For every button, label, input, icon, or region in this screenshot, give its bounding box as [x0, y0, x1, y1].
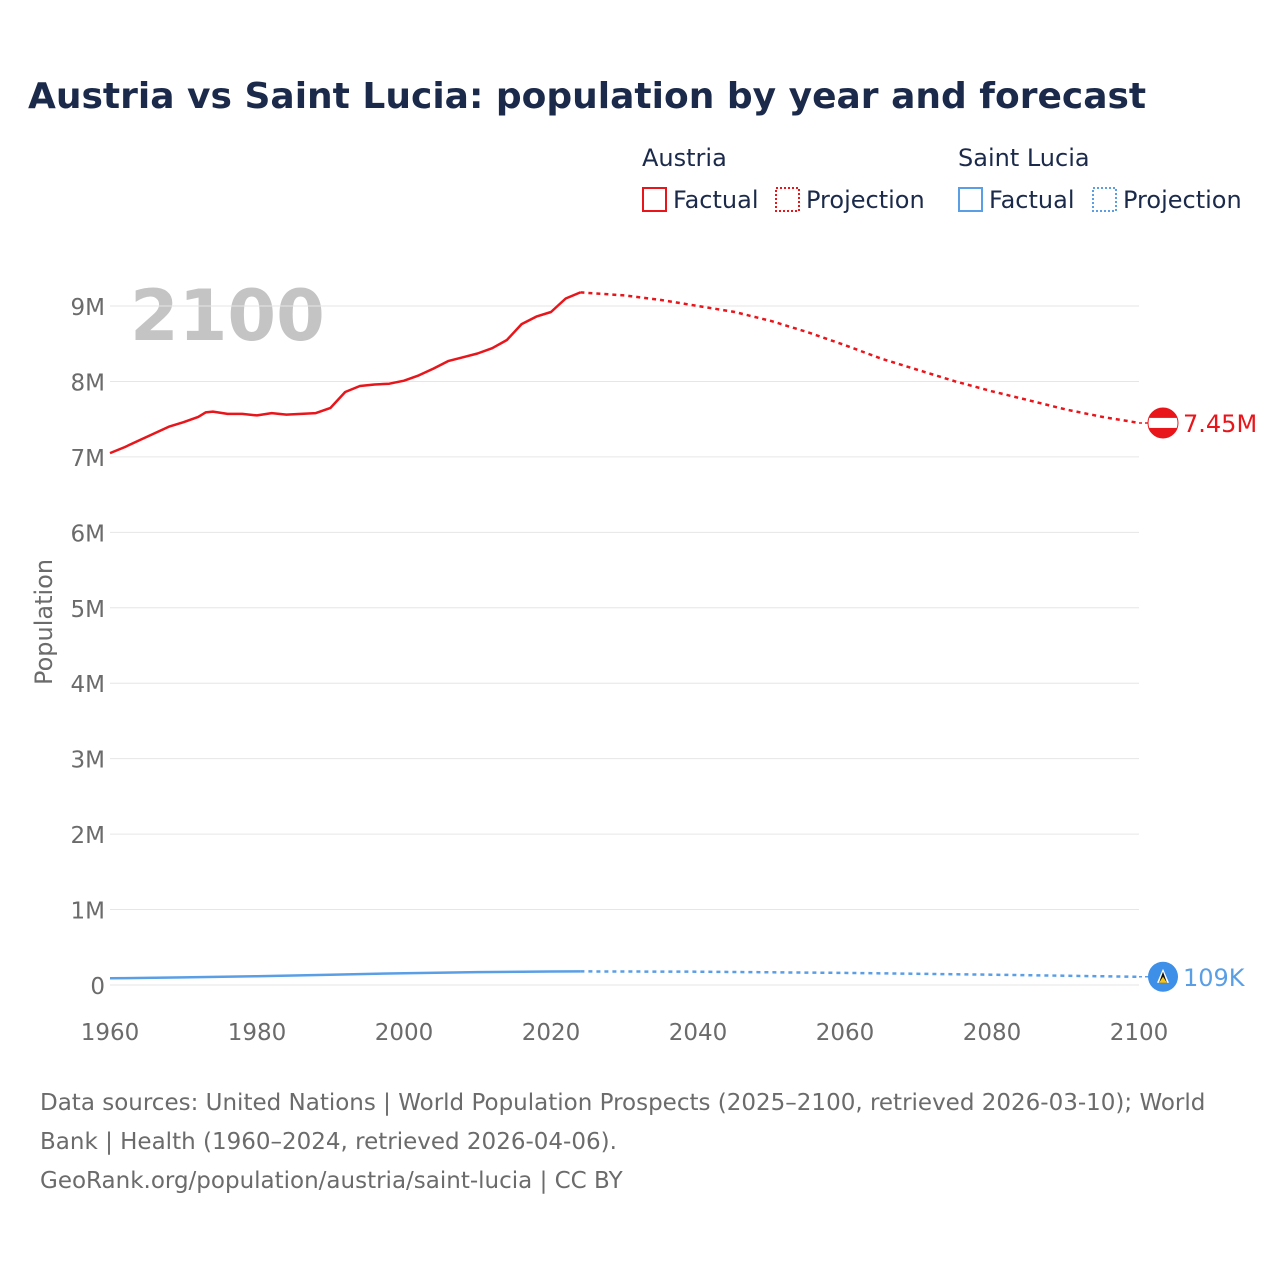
- x-tick-label: 2080: [963, 1020, 1022, 1046]
- end-label-austria: 7.45M: [1183, 410, 1257, 438]
- y-tick-label: 2M: [71, 823, 105, 849]
- series-line-saint-lucia-factual: [109, 970, 581, 980]
- end-label-saint-lucia: 109K: [1183, 964, 1246, 992]
- y-tick-label: 0: [90, 974, 105, 1000]
- series-line-austria-projection: [580, 291, 1140, 425]
- year-overlay: 2100: [130, 275, 325, 357]
- y-tick-label: 8M: [71, 370, 105, 396]
- y-tick-label: 6M: [71, 521, 105, 547]
- legend-swatch-saint-lucia-projection: [1092, 187, 1117, 212]
- y-axis-ticks: 0 1M 2M 3M 4M 5M 6M 7M 8M 9M: [71, 295, 105, 1000]
- austria-flag-icon: [1147, 407, 1179, 439]
- legend-group-title-saint-lucia: Saint Lucia: [958, 144, 1090, 172]
- footer: Data sources: United Nations | World Pop…: [40, 1084, 1240, 1201]
- grid-lines: [110, 305, 1139, 986]
- y-tick-label: 4M: [71, 672, 105, 698]
- x-tick-label: 2060: [816, 1020, 875, 1046]
- y-axis-label: Population: [30, 559, 58, 685]
- y-tick-label: 7M: [71, 446, 105, 472]
- legend-swatch-austria-projection: [775, 187, 800, 212]
- series-lines: [109, 291, 1140, 980]
- y-tick-label: 1M: [71, 899, 105, 925]
- saint-lucia-flag-icon: [1148, 961, 1178, 992]
- x-tick-label: 2020: [522, 1020, 581, 1046]
- legend-label-saint-lucia-factual: Factual: [989, 186, 1075, 214]
- legend-label-austria-factual: Factual: [673, 186, 759, 214]
- series-line-saint-lucia-projection: [580, 970, 1140, 979]
- x-tick-label: 2040: [669, 1020, 728, 1046]
- population-chart: Austria vs Saint Lucia: population by ye…: [28, 76, 1257, 1046]
- legend-label-saint-lucia-projection: Projection: [1123, 186, 1242, 214]
- y-tick-label: 9M: [71, 295, 105, 321]
- x-tick-label: 1960: [81, 1020, 140, 1046]
- x-tick-label: 2000: [375, 1020, 434, 1046]
- legend-swatch-saint-lucia-factual: [958, 187, 983, 212]
- legend-label-austria-projection: Projection: [806, 186, 925, 214]
- y-tick-label: 5M: [71, 597, 105, 623]
- x-tick-label: 1980: [228, 1020, 287, 1046]
- x-tick-label: 2100: [1110, 1020, 1169, 1046]
- end-labels: 7.45M 109K: [1139, 407, 1257, 992]
- data-sources-note: Data sources: United Nations | World Pop…: [40, 1090, 1206, 1155]
- chart-title: Austria vs Saint Lucia: population by ye…: [28, 76, 1146, 117]
- legend-group-title-austria: Austria: [642, 144, 727, 172]
- legend: Austria Factual Projection Saint Lucia F…: [642, 144, 1242, 214]
- x-axis-ticks: 1960 1980 2000 2020 2040 2060 2080 2100: [81, 1020, 1169, 1046]
- legend-swatch-austria-factual: [642, 187, 667, 212]
- series-line-austria-factual: [109, 291, 581, 455]
- credit-link[interactable]: GeoRank.org/population/austria/saint-luc…: [40, 1168, 623, 1194]
- y-tick-label: 3M: [71, 748, 105, 774]
